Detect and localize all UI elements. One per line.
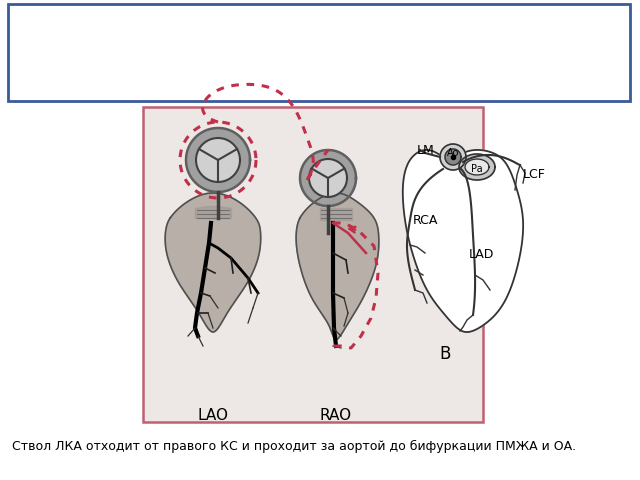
Text: Ствол ЛКА отходит от правого КС и проходит за аортой до бифуркации ПМЖА и ОА.: Ствол ЛКА отходит от правого КС и проход…: [12, 440, 576, 453]
Polygon shape: [186, 128, 250, 192]
Text: Отхождение ЛКА от правого КС.: Отхождение ЛКА от правого КС.: [140, 18, 500, 38]
Text: B: B: [439, 345, 451, 363]
Text: LAO: LAO: [198, 408, 228, 423]
Bar: [8, 4, 630, 101]
Polygon shape: [445, 149, 461, 165]
Text: RCA: RCA: [413, 214, 438, 227]
Polygon shape: [165, 193, 260, 332]
Polygon shape: [196, 138, 240, 182]
Text: Pa: Pa: [471, 164, 483, 174]
Text: RAO: RAO: [320, 408, 352, 423]
Bar: [143, 107, 483, 422]
Text: Ao: Ao: [447, 148, 459, 158]
Polygon shape: [403, 150, 523, 332]
Text: LCF: LCF: [523, 168, 546, 181]
Polygon shape: [459, 154, 495, 180]
Polygon shape: [309, 159, 347, 197]
Polygon shape: [300, 150, 356, 206]
Text: Sinus. Retro-aortic Course: Sinus. Retro-aortic Course: [184, 66, 456, 86]
Polygon shape: [440, 144, 466, 170]
Text: Ретроаортальный ход. Left Main from Right: Ретроаортальный ход. Left Main from Righ…: [86, 42, 554, 62]
Polygon shape: [465, 159, 489, 175]
Polygon shape: [296, 193, 379, 339]
Text: LM: LM: [417, 144, 435, 156]
Text: LAD: LAD: [469, 249, 494, 262]
